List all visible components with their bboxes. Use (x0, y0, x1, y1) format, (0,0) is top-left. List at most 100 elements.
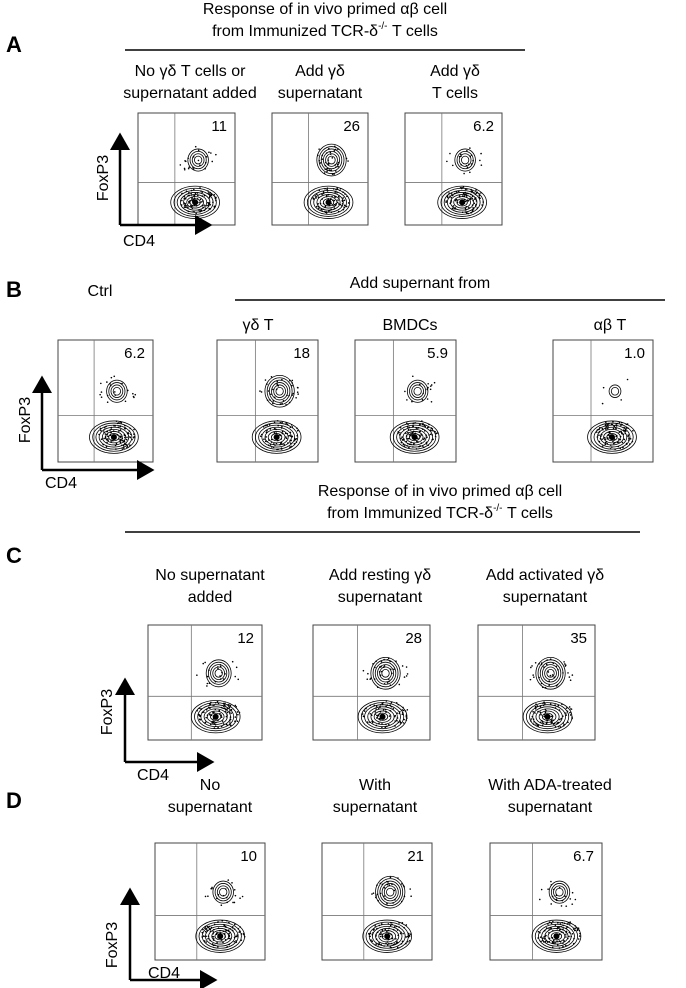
event-dot (556, 944, 559, 946)
header-sup: -/- (378, 21, 387, 32)
event-dot (534, 712, 536, 714)
event-dot (406, 673, 409, 675)
event-dot (564, 895, 566, 898)
event-dot (411, 375, 414, 378)
event-dot (205, 941, 208, 943)
event-dot (478, 194, 481, 197)
event-dot (119, 436, 122, 439)
contour (186, 196, 204, 209)
contour (370, 708, 395, 725)
event-dot (202, 662, 205, 665)
event-dot (236, 720, 239, 723)
event-dot (369, 935, 371, 938)
contour (555, 887, 564, 897)
contour (553, 885, 566, 899)
contour (606, 433, 618, 442)
event-dot (342, 197, 345, 199)
event-dot (187, 167, 190, 170)
event-dot (210, 194, 213, 197)
contour (273, 384, 286, 398)
event-dot (550, 880, 552, 883)
contour (212, 880, 234, 904)
event-dot (436, 432, 439, 434)
event-dot (204, 721, 207, 724)
event-dot (231, 882, 233, 884)
contour (176, 189, 214, 215)
event-dot (296, 391, 299, 394)
event-dot (333, 199, 336, 202)
event-dot (620, 399, 623, 401)
contour (534, 921, 579, 951)
contour (310, 189, 347, 215)
contour (212, 666, 225, 681)
contour (383, 885, 397, 899)
event-dot (194, 192, 197, 195)
event-dot (408, 446, 410, 449)
event-dot (558, 933, 561, 936)
event-dot (547, 888, 549, 890)
flow-plot (477, 624, 596, 741)
contour (525, 702, 570, 732)
event-dot (223, 704, 225, 706)
column-title: T cells (432, 85, 478, 102)
event-dot (206, 925, 209, 928)
contour (197, 704, 235, 730)
event-dot (469, 147, 471, 149)
event-dot (567, 672, 569, 674)
contour (201, 923, 239, 949)
panel-header: Response of in vivo primed αβ cell (318, 483, 562, 500)
event-dot (333, 203, 336, 206)
contour (377, 878, 404, 907)
event-dot (104, 433, 107, 435)
event-dot (361, 713, 364, 715)
plot-frame (147, 624, 263, 741)
event-dot (316, 193, 318, 196)
event-dot (530, 666, 532, 669)
event-dot (343, 199, 346, 202)
event-dot (627, 434, 630, 436)
event-dot (224, 710, 227, 712)
event-dot (266, 429, 268, 432)
event-dot (404, 390, 406, 393)
event-dot (464, 207, 467, 210)
contour (402, 428, 427, 446)
event-dot (574, 927, 577, 929)
event-dot (295, 438, 298, 440)
event-dot (233, 923, 236, 926)
flow-plot (321, 842, 433, 961)
contour (266, 377, 293, 406)
contour (550, 932, 563, 941)
event-dot (187, 206, 189, 209)
event-dot (291, 384, 293, 387)
contour (593, 424, 631, 450)
flow-plot (147, 624, 263, 741)
event-dot (389, 876, 392, 879)
contour (195, 919, 246, 953)
contour (364, 704, 401, 730)
contour-core (110, 434, 117, 441)
event-dot (605, 428, 607, 430)
event-dot (226, 711, 229, 714)
event-dot (380, 933, 383, 935)
contour (255, 422, 299, 452)
contour-core (379, 713, 386, 720)
event-dot (196, 674, 198, 676)
event-dot (565, 905, 568, 907)
event-dot (337, 165, 339, 168)
contour (313, 192, 344, 213)
event-dot (210, 887, 212, 890)
event-dot (389, 924, 392, 927)
event-dot (569, 714, 572, 716)
event-dot (544, 711, 547, 714)
event-dot (212, 930, 214, 933)
event-dot (429, 388, 432, 391)
contour (261, 426, 292, 448)
event-dot (571, 932, 574, 935)
contour (210, 664, 228, 683)
contour (98, 426, 130, 448)
event-dot (463, 172, 465, 175)
event-dot (621, 441, 624, 444)
event-dot (238, 931, 240, 933)
event-dot (632, 429, 634, 432)
event-dot (381, 929, 384, 932)
